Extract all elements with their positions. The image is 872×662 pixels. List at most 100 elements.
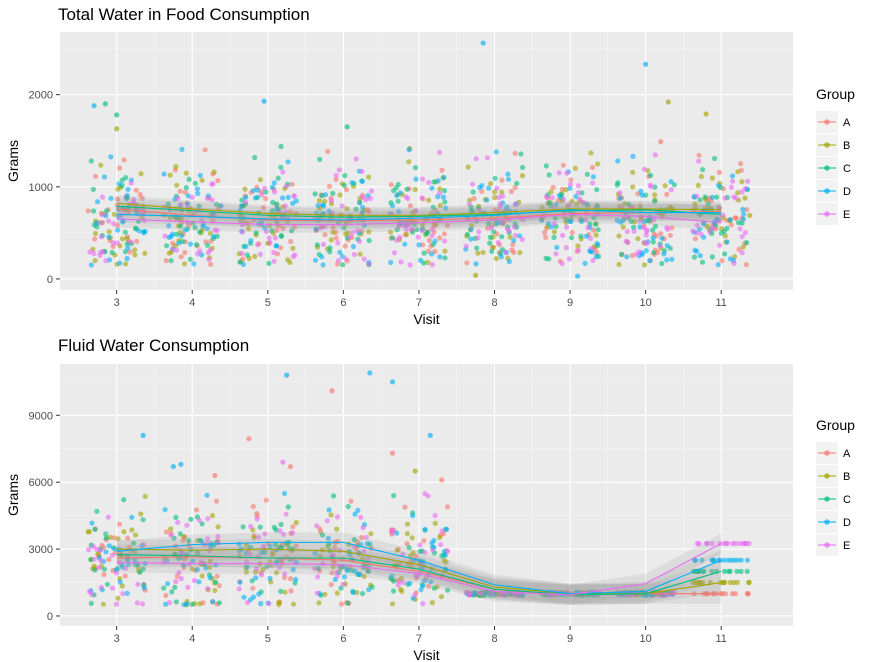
data-point-e bbox=[500, 193, 506, 199]
data-point-c bbox=[699, 259, 706, 265]
data-point-a bbox=[250, 503, 256, 510]
data-point-b bbox=[330, 564, 336, 570]
data-point-d bbox=[432, 238, 438, 244]
data-point-a bbox=[202, 147, 208, 153]
data-point-e bbox=[260, 543, 266, 550]
data-point-b bbox=[709, 175, 716, 181]
legend-key-point bbox=[824, 519, 830, 525]
data-point-e bbox=[494, 185, 500, 191]
data-point-a bbox=[333, 235, 339, 241]
data-point-b bbox=[183, 170, 189, 176]
data-point-c bbox=[103, 531, 109, 537]
data-point-d bbox=[364, 540, 371, 547]
data-point-e bbox=[560, 232, 566, 238]
data-point-d bbox=[161, 171, 167, 177]
data-point-a bbox=[413, 553, 419, 560]
data-point-a bbox=[288, 238, 294, 245]
data-point-d bbox=[190, 558, 196, 564]
data-point-a bbox=[402, 504, 408, 510]
data-point-e bbox=[320, 241, 326, 247]
data-point-c bbox=[393, 185, 399, 191]
data-point-d bbox=[132, 557, 138, 563]
data-point-d bbox=[468, 236, 474, 242]
data-point-e bbox=[98, 558, 104, 564]
data-point-b bbox=[260, 566, 266, 573]
data-point-a bbox=[658, 139, 664, 145]
data-point-b bbox=[98, 162, 104, 168]
data-point-e bbox=[97, 252, 103, 258]
data-point-d bbox=[252, 195, 259, 201]
data-point-e bbox=[419, 195, 425, 201]
data-point-b bbox=[119, 236, 126, 242]
data-point-a bbox=[404, 541, 410, 547]
data-point-b bbox=[703, 111, 709, 117]
data-point-a bbox=[667, 232, 674, 238]
data-point-d bbox=[255, 187, 261, 193]
data-point-d bbox=[486, 185, 492, 191]
data-point-a bbox=[290, 524, 296, 530]
data-point-a bbox=[85, 208, 91, 214]
data-point-e bbox=[703, 540, 710, 547]
data-point-b bbox=[695, 182, 701, 188]
data-point-c bbox=[648, 172, 654, 178]
data-point-d bbox=[243, 551, 249, 557]
x-tick-label: 11 bbox=[716, 633, 727, 645]
data-point-e bbox=[737, 540, 743, 547]
data-point-c bbox=[249, 578, 255, 584]
data-point-d bbox=[729, 173, 736, 179]
data-point-a bbox=[134, 238, 140, 244]
data-point-a bbox=[274, 227, 280, 233]
data-point-c bbox=[340, 262, 346, 268]
data-point-e bbox=[321, 224, 327, 230]
data-point-d bbox=[88, 262, 94, 268]
data-point-e bbox=[239, 250, 245, 257]
data-point-d bbox=[350, 589, 356, 596]
data-point-e bbox=[118, 212, 124, 218]
data-point-d bbox=[117, 260, 123, 266]
data-point-b bbox=[274, 570, 280, 576]
legend-title: Group bbox=[816, 417, 855, 433]
data-point-e bbox=[170, 246, 176, 252]
data-point-a bbox=[246, 436, 252, 442]
data-point-d bbox=[204, 492, 210, 498]
data-point-e bbox=[717, 242, 723, 248]
data-point-c bbox=[406, 545, 412, 551]
data-point-d bbox=[196, 579, 202, 585]
data-point-e bbox=[367, 195, 373, 202]
data-point-b bbox=[270, 551, 276, 558]
y-tick-label: 6000 bbox=[29, 477, 53, 489]
data-point-d bbox=[322, 192, 329, 198]
data-point-b bbox=[593, 232, 599, 238]
data-point-b bbox=[121, 529, 127, 535]
data-point-d bbox=[473, 261, 479, 267]
legend-item-e: E bbox=[816, 534, 850, 556]
data-point-e bbox=[343, 256, 349, 262]
x-axis-title: Visit bbox=[413, 647, 439, 662]
data-point-c bbox=[351, 537, 357, 543]
data-point-b bbox=[616, 233, 622, 239]
data-point-c bbox=[319, 532, 325, 538]
data-point-e bbox=[420, 176, 426, 182]
data-point-c bbox=[174, 231, 180, 237]
data-point-d bbox=[593, 253, 599, 260]
data-point-e bbox=[86, 547, 92, 553]
data-point-b bbox=[328, 237, 334, 243]
data-point-d bbox=[420, 583, 426, 589]
data-point-e bbox=[512, 232, 519, 239]
data-point-d bbox=[170, 463, 176, 470]
data-point-e bbox=[114, 240, 120, 246]
data-point-e bbox=[563, 245, 570, 251]
data-point-a bbox=[287, 463, 294, 470]
data-point-e bbox=[175, 195, 181, 201]
trend-line-e bbox=[116, 543, 722, 596]
data-point-c bbox=[721, 568, 728, 575]
data-point-d bbox=[661, 251, 667, 257]
data-point-d bbox=[594, 240, 600, 247]
data-point-e bbox=[739, 250, 745, 256]
data-point-d bbox=[641, 219, 647, 225]
data-point-d bbox=[715, 262, 721, 268]
data-point-d bbox=[313, 226, 319, 232]
data-point-d bbox=[638, 188, 644, 194]
legend-item-d: D bbox=[816, 511, 851, 533]
data-point-c bbox=[140, 566, 146, 572]
